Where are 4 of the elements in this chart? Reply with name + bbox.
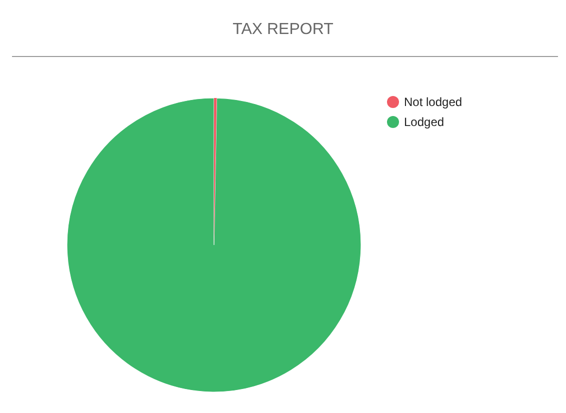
pie-slice [66,98,362,392]
legend-label: Lodged [404,115,444,129]
chart-title: TAX REPORT [232,21,334,38]
legend-label: Not lodged [404,95,462,109]
